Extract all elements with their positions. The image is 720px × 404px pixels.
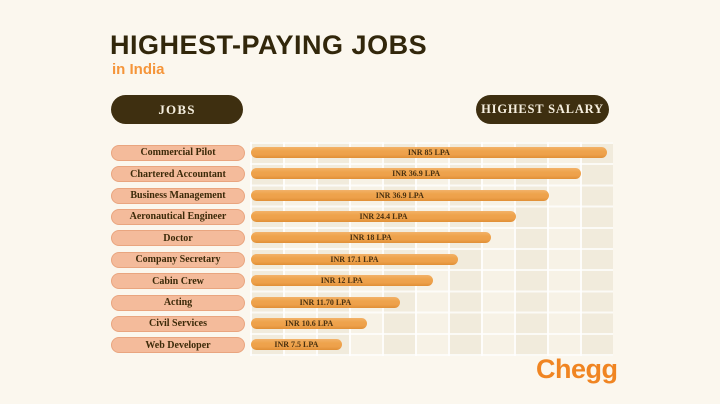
job-label: Web Developer: [145, 339, 211, 351]
chart-row: Business Management INR 36.9 LPA: [111, 185, 614, 206]
salary-value-label: INR 10.6 LPA: [285, 318, 334, 328]
salary-bar: INR 12 LPA: [251, 275, 433, 287]
salary-column-header: HIGHEST SALARY: [476, 95, 609, 124]
chart-row: Cabin Crew INR 12 LPA: [111, 270, 614, 291]
jobs-column-header: JOBS: [111, 95, 243, 124]
bar-zone: INR 18 LPA: [251, 232, 614, 244]
salary-bar: INR 7.5 LPA: [251, 339, 342, 351]
job-label-pill: Chartered Accountant: [111, 166, 245, 183]
job-label: Civil Services: [148, 318, 208, 330]
salary-bar: INR 36.9 LPA: [251, 168, 582, 180]
job-label: Chartered Accountant: [130, 168, 226, 180]
bar-zone: INR 85 LPA: [251, 146, 614, 159]
job-label-pill: Aeronautical Engineer: [111, 208, 245, 225]
job-label-pill: Cabin Crew: [111, 273, 245, 290]
chart-row: Civil Services INR 10.6 LPA: [111, 313, 614, 334]
chart-row: Doctor INR 18 LPA: [111, 228, 614, 249]
salary-column-label: HIGHEST SALARY: [481, 102, 604, 116]
salary-value-label: INR 18 LPA: [349, 233, 392, 243]
chart-row: Acting INR 11.70 LPA: [111, 292, 614, 313]
job-label: Acting: [163, 297, 193, 309]
bar-zone: INR 10.6 LPA: [251, 317, 614, 330]
job-label: Company Secretary: [135, 254, 221, 266]
salary-value-label: INR 36.9 LPA: [392, 169, 441, 179]
salary-bar: INR 11.70 LPA: [251, 296, 400, 308]
chart-row: Web Developer INR 7.5 LPA: [111, 335, 614, 356]
job-label-pill: Civil Services: [111, 315, 245, 332]
bar-zone: INR 36.9 LPA: [251, 168, 614, 180]
bar-zone: INR 12 LPA: [251, 275, 614, 287]
job-label: Cabin Crew: [152, 275, 204, 287]
bar-zone: INR 17.1 LPA: [251, 253, 614, 266]
bar-chart: Commercial Pilot INR 85 LPA Chartered Ac…: [111, 142, 614, 356]
bar-zone: INR 36.9 LPA: [251, 189, 614, 202]
salary-value-label: INR 11.70 LPA: [299, 297, 352, 307]
salary-value-label: INR 24.4 LPA: [359, 211, 408, 221]
salary-bar: INR 24.4 LPA: [251, 210, 516, 222]
job-label-pill: Business Management: [111, 187, 245, 204]
job-label-pill: Doctor: [111, 230, 245, 247]
salary-bar: INR 85 LPA: [251, 146, 607, 158]
salary-bar: INR 10.6 LPA: [251, 317, 368, 329]
chart-row: Aeronautical Engineer INR 24.4 LPA: [111, 206, 614, 227]
chart-row: Chartered Accountant INR 36.9 LPA: [111, 163, 614, 184]
salary-bar: INR 36.9 LPA: [251, 189, 549, 201]
salary-bar: INR 18 LPA: [251, 232, 491, 244]
job-label-pill: Web Developer: [111, 337, 245, 354]
salary-value-label: INR 36.9 LPA: [375, 190, 424, 200]
bar-zone: INR 11.70 LPA: [251, 296, 614, 309]
salary-value-label: INR 85 LPA: [407, 147, 450, 157]
job-label-pill: Company Secretary: [111, 251, 245, 268]
chart-row: Company Secretary INR 17.1 LPA: [111, 249, 614, 270]
salary-value-label: INR 12 LPA: [320, 276, 363, 286]
page-subtitle: in India: [112, 61, 165, 78]
job-label-pill: Commercial Pilot: [111, 144, 245, 161]
chegg-logo: Chegg: [536, 354, 618, 384]
job-label: Business Management: [130, 190, 226, 202]
chart-row: Commercial Pilot INR 85 LPA: [111, 142, 614, 163]
job-label-pill: Acting: [111, 294, 245, 311]
bar-zone: INR 7.5 LPA: [251, 339, 614, 351]
salary-value-label: INR 17.1 LPA: [330, 254, 379, 264]
page-title: HIGHEST-PAYING JOBS: [110, 30, 428, 60]
salary-bar: INR 17.1 LPA: [251, 253, 458, 265]
jobs-column-label: JOBS: [158, 101, 196, 117]
job-label: Commercial Pilot: [140, 147, 216, 159]
salary-value-label: INR 7.5 LPA: [274, 340, 319, 350]
job-label: Doctor: [163, 232, 193, 244]
job-label: Aeronautical Engineer: [129, 211, 227, 223]
bar-zone: INR 24.4 LPA: [251, 210, 614, 223]
